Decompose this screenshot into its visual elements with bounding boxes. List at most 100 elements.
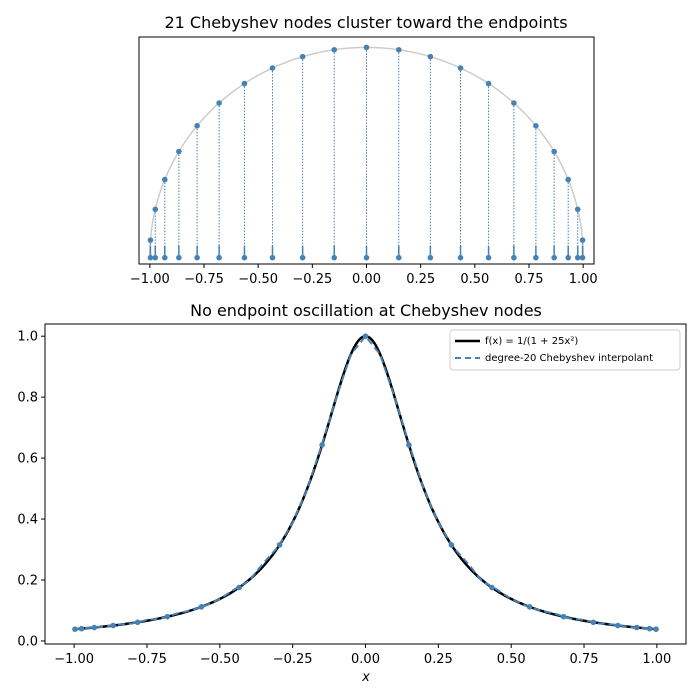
interpolation-node-marker (236, 584, 242, 591)
top-x-tick-label: −0.75 (184, 272, 224, 287)
bottom-x-tick-label: 0.00 (351, 652, 380, 667)
node-axis-marker (363, 254, 370, 261)
node-marker (147, 237, 154, 243)
bottom-x-tick-label: 0.25 (424, 652, 453, 667)
node-marker (241, 80, 248, 87)
node-axis-marker (485, 254, 492, 261)
interpolation-node-marker (590, 619, 597, 626)
node-marker (485, 80, 492, 87)
node-axis-marker (574, 254, 581, 261)
bottom-y-axis: 0.0 0.2 0.4 0.6 0.8 1.0 (17, 330, 45, 649)
interpolant-curve (74, 334, 657, 631)
node-marker (457, 65, 464, 71)
node-axis-marker (176, 254, 182, 261)
bottom-x-tick-label: 1.00 (642, 652, 671, 667)
interpolation-node-marker (91, 624, 98, 631)
node-axis-marker (551, 254, 557, 261)
bottom-chart-title: No endpoint oscillation at Chebyshev nod… (190, 301, 542, 320)
bottom-x-tick-label: 0.75 (570, 652, 599, 667)
node-axis-marker (269, 254, 276, 261)
node-axis-marker (427, 254, 434, 261)
node-axis-marker (565, 254, 571, 261)
legend-label-interpolant: degree-20 Chebyshev interpolant (485, 353, 653, 364)
node-marker (579, 237, 586, 243)
node-marker (395, 46, 402, 53)
node-axis-marker (511, 254, 517, 261)
node-axis-marker (241, 254, 248, 261)
bottom-plot-area (72, 333, 659, 632)
node-axis-marker (331, 254, 338, 261)
interpolation-node-marker (198, 604, 205, 610)
top-x-tick-label: −0.25 (292, 272, 332, 287)
top-x-tick-label: −1.00 (130, 272, 170, 287)
bottom-y-tick-label: 0.6 (17, 452, 38, 467)
interpolation-node-marker (406, 442, 412, 448)
interpolation-node-marker (448, 542, 455, 548)
interpolation-node-marker (276, 542, 283, 548)
bottom-y-tick-label: 0.4 (17, 513, 38, 528)
top-x-tick-label: 0.75 (515, 272, 544, 287)
node-marker (216, 100, 222, 106)
bottom-y-tick-label: 0.8 (17, 391, 38, 406)
top-x-tick-label: 0.00 (352, 272, 381, 287)
top-chart-title: 21 Chebyshev nodes cluster toward the en… (164, 13, 567, 32)
interpolation-node-marker (633, 624, 640, 631)
interpolation-node-marker (110, 622, 116, 629)
interpolation-node-marker (164, 613, 171, 620)
top-plot-area (147, 44, 586, 261)
top-axes-frame (138, 36, 595, 265)
bottom-y-tick-label: 0.0 (17, 634, 38, 649)
bottom-x-tick-label: 0.50 (497, 652, 526, 667)
interpolation-panel: No endpoint oscillation at Chebyshev nod… (17, 301, 687, 685)
legend-box (449, 329, 681, 371)
interpolation-node-marker (653, 626, 659, 632)
interpolation-node-marker (362, 333, 369, 339)
node-axis-marker (162, 254, 168, 261)
bottom-x-tick-label: −1.00 (54, 652, 94, 667)
interpolation-node-marker (560, 613, 567, 620)
node-marker (363, 44, 370, 51)
node-axis-marker (299, 254, 306, 261)
interpolation-node-marker (615, 622, 621, 629)
interpolation-node-marker (78, 625, 85, 632)
interpolation-node-marker (489, 584, 495, 591)
node-marker (331, 46, 338, 53)
node-marker (176, 148, 182, 155)
top-x-tick-label: −0.50 (238, 272, 278, 287)
legend: f(x) = 1/(1 + 25x²) degree-20 Chebyshev … (449, 329, 681, 371)
interpolation-node-marker (134, 619, 141, 626)
top-x-tick-label: 1.00 (569, 272, 598, 287)
node-marker (299, 53, 306, 60)
node-marker (194, 123, 200, 129)
node-axis-marker (216, 254, 222, 261)
node-marker (427, 53, 434, 60)
function-curve (74, 334, 657, 631)
bottom-y-tick-label: 1.0 (17, 330, 38, 345)
node-axis-marker (147, 254, 154, 261)
interpolation-node-marker (646, 625, 653, 632)
node-axis-marker (395, 254, 402, 261)
interpolation-node-marker (72, 626, 78, 632)
bottom-x-tick-label: −0.25 (273, 652, 313, 667)
node-marker (152, 206, 159, 213)
interpolation-node-marker (319, 442, 325, 448)
top-x-tick-label: 0.50 (460, 272, 489, 287)
top-x-tick-label: 0.25 (406, 272, 435, 287)
bottom-axes-frame (44, 323, 687, 645)
node-marker (533, 123, 539, 129)
node-axis-marker (152, 254, 159, 261)
node-marker (269, 65, 276, 71)
node-axis-marker (533, 254, 539, 261)
bottom-x-tick-label: −0.75 (127, 652, 167, 667)
node-axis-marker (194, 254, 200, 261)
node-marker (162, 176, 168, 183)
interpolation-node-marker (526, 604, 533, 610)
node-marker (574, 206, 581, 213)
bottom-x-axis: −1.00 −0.75 −0.50 −0.25 0.00 0.25 0.50 0.75 1.00 (54, 644, 671, 667)
node-marker (565, 176, 571, 183)
node-marker (511, 100, 517, 106)
legend-label-function: f(x) = 1/(1 + 25x²) (485, 336, 578, 347)
bottom-x-axis-label: x (361, 670, 370, 685)
chebyshev-nodes-panel: 21 Chebyshev nodes cluster toward the en… (130, 13, 598, 287)
